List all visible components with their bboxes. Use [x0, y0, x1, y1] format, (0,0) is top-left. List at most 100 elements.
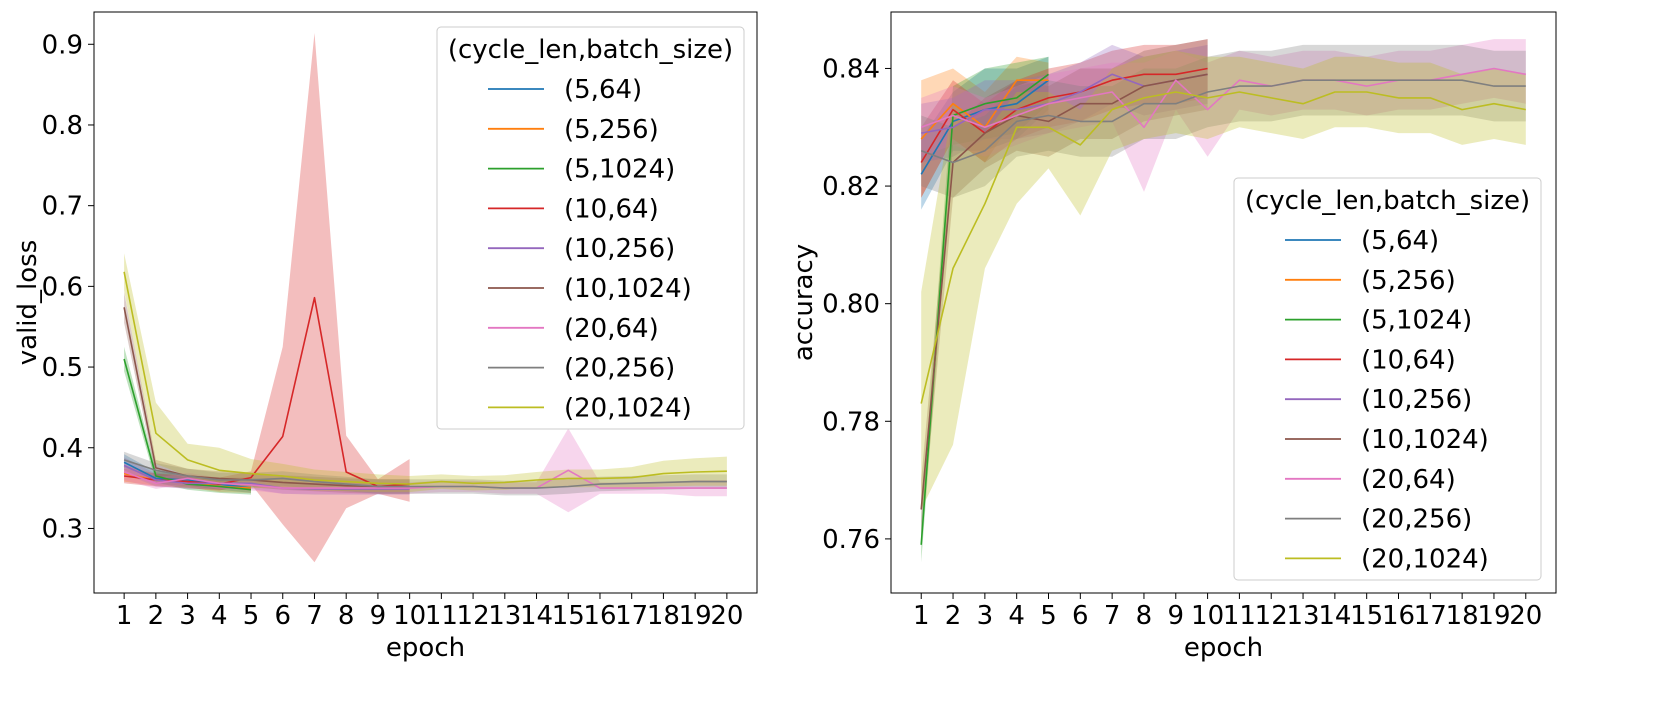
- x-axis-label: epoch: [1184, 633, 1263, 663]
- series-line-(20,256): [123, 459, 727, 489]
- x-tick-label: 1: [913, 601, 930, 631]
- confidence-band-(20,64): [124, 428, 727, 513]
- series-line-(5,1024): [920, 73, 1049, 545]
- legend-label-(5,64): (5,64): [1361, 226, 1439, 256]
- y-tick-label: 0.3: [42, 514, 83, 544]
- x-tick-label: 8: [1136, 601, 1153, 631]
- x-tick-label: 6: [274, 601, 291, 631]
- y-tick-label: 0.84: [822, 54, 880, 84]
- y-tick-label: 0.76: [822, 525, 880, 555]
- legend-title: (cycle_len,batch_size): [448, 35, 733, 65]
- x-tick-label: 16: [583, 601, 616, 631]
- x-tick-label: 4: [211, 601, 228, 631]
- legend-label-(10,256): (10,256): [564, 234, 675, 264]
- x-tick-label: 14: [1318, 601, 1351, 631]
- legend-label-(20,1024): (20,1024): [1361, 544, 1489, 574]
- legend: (cycle_len,batch_size) (5,64) (5,256) (5,10…: [436, 26, 745, 430]
- x-tick-label: 17: [615, 601, 648, 631]
- legend-label-(20,256): (20,256): [564, 354, 675, 384]
- legend-label-(5,1024): (5,1024): [564, 155, 675, 185]
- series-line-(5,64): [123, 461, 252, 489]
- x-axis-label: epoch: [386, 633, 465, 663]
- confidence-band-(20,1024): [921, 50, 1526, 510]
- y-tick-label: 0.6: [42, 272, 83, 302]
- x-tick-label: 9: [1167, 601, 1184, 631]
- x-tick-label: 11: [425, 601, 458, 631]
- series-line-(20,256): [920, 79, 1526, 164]
- y-tick-label: 0.7: [42, 192, 83, 222]
- legend-label-(10,64): (10,64): [564, 194, 659, 224]
- legend-label-(10,1024): (10,1024): [1361, 425, 1489, 455]
- x-tick-label: 16: [1382, 601, 1415, 631]
- x-tick-label: 14: [520, 601, 553, 631]
- x-tick-label: 15: [552, 601, 585, 631]
- x-tick-label: 20: [1509, 601, 1542, 631]
- x-tick-label: 19: [679, 601, 712, 631]
- valid-loss-panel: 1 2 3 4 5 6 7 8 9 1011121314151617181920epoch0.30…: [13, 11, 758, 663]
- x-tick-label: 11: [1223, 601, 1256, 631]
- legend-label-(20,256): (20,256): [1361, 505, 1472, 535]
- x-tick-label: 12: [457, 601, 490, 631]
- x-tick-label: 18: [647, 601, 680, 631]
- series-line-(10,1024): [920, 73, 1208, 510]
- series-lines: [123, 271, 727, 491]
- x-tick-label: 1: [116, 601, 133, 631]
- legend-label-(5,1024): (5,1024): [1361, 306, 1472, 336]
- y-tick-label: 0.82: [822, 172, 880, 202]
- x-tick-label: 7: [306, 601, 323, 631]
- x-tick-label: 2: [945, 601, 962, 631]
- series-line-(20,1024): [123, 271, 727, 485]
- legend: (cycle_len,batch_size) (5,64) (5,256) (5,10…: [1233, 177, 1542, 581]
- x-tick-label: 10: [1191, 601, 1224, 631]
- x-tick-label: 2: [148, 601, 165, 631]
- y-axis: 0.76 0.78 0.80 0.82 0.84 accuracy: [789, 54, 891, 555]
- y-tick-label: 0.5: [42, 353, 83, 383]
- x-tick-label: 18: [1446, 601, 1479, 631]
- y-axis-label: valid_loss: [13, 240, 43, 366]
- legend-label-(10,1024): (10,1024): [564, 274, 692, 304]
- x-tick-label: 10: [393, 601, 426, 631]
- legend-label-(20,64): (20,64): [1361, 465, 1456, 495]
- y-tick-label: 0.78: [822, 407, 880, 437]
- plot-frame: [890, 11, 1557, 594]
- x-tick-label: 7: [1104, 601, 1121, 631]
- confidence-band-(20,1024): [124, 253, 727, 493]
- legend-label-(20,64): (20,64): [564, 314, 659, 344]
- y-tick-label: 0.80: [822, 290, 880, 320]
- confidence-band-(20,256): [124, 451, 727, 496]
- confidence-band-(20,256): [921, 44, 1526, 198]
- legend-label-(5,256): (5,256): [1361, 266, 1456, 296]
- legend-label-(5,64): (5,64): [564, 75, 642, 105]
- confidence-band-(10,1024): [921, 39, 1208, 539]
- accuracy-panel: 1 2 3 4 5 6 7 8 9 1011121314151617181920epoch0.76…: [789, 11, 1557, 663]
- y-tick-label: 0.9: [42, 30, 83, 60]
- plot-frame: [93, 11, 758, 594]
- x-tick-label: 4: [1008, 601, 1025, 631]
- x-tick-label: 20: [710, 601, 743, 631]
- x-tick-label: 15: [1350, 601, 1383, 631]
- confidence-band-(10,256): [921, 44, 1208, 163]
- x-tick-label: 3: [179, 601, 196, 631]
- x-tick-label: 5: [1040, 601, 1057, 631]
- legend-label-(10,256): (10,256): [1361, 385, 1472, 415]
- legend-label-(20,1024): (20,1024): [564, 393, 692, 423]
- x-tick-label: 5: [243, 601, 260, 631]
- confidence-band-(5,1024): [921, 56, 1049, 563]
- series-line-(5,1024): [123, 358, 252, 491]
- legend-label-(5,256): (5,256): [564, 115, 659, 145]
- x-tick-label: 13: [1286, 601, 1319, 631]
- x-tick-label: 6: [1072, 601, 1089, 631]
- confidence-band-(20,64): [921, 39, 1526, 192]
- series-lines: [920, 67, 1526, 545]
- y-axis-label: accuracy: [789, 244, 819, 361]
- x-tick-label: 17: [1414, 601, 1447, 631]
- y-tick-label: 0.4: [42, 434, 83, 464]
- y-tick-label: 0.8: [42, 111, 83, 141]
- x-tick-label: 13: [488, 601, 521, 631]
- x-tick-label: 9: [370, 601, 387, 631]
- y-axis: 0.3 0.4 0.5 0.6 0.7 0.8 0.9 valid_loss: [13, 30, 94, 544]
- legend-title: (cycle_len,batch_size): [1245, 186, 1530, 216]
